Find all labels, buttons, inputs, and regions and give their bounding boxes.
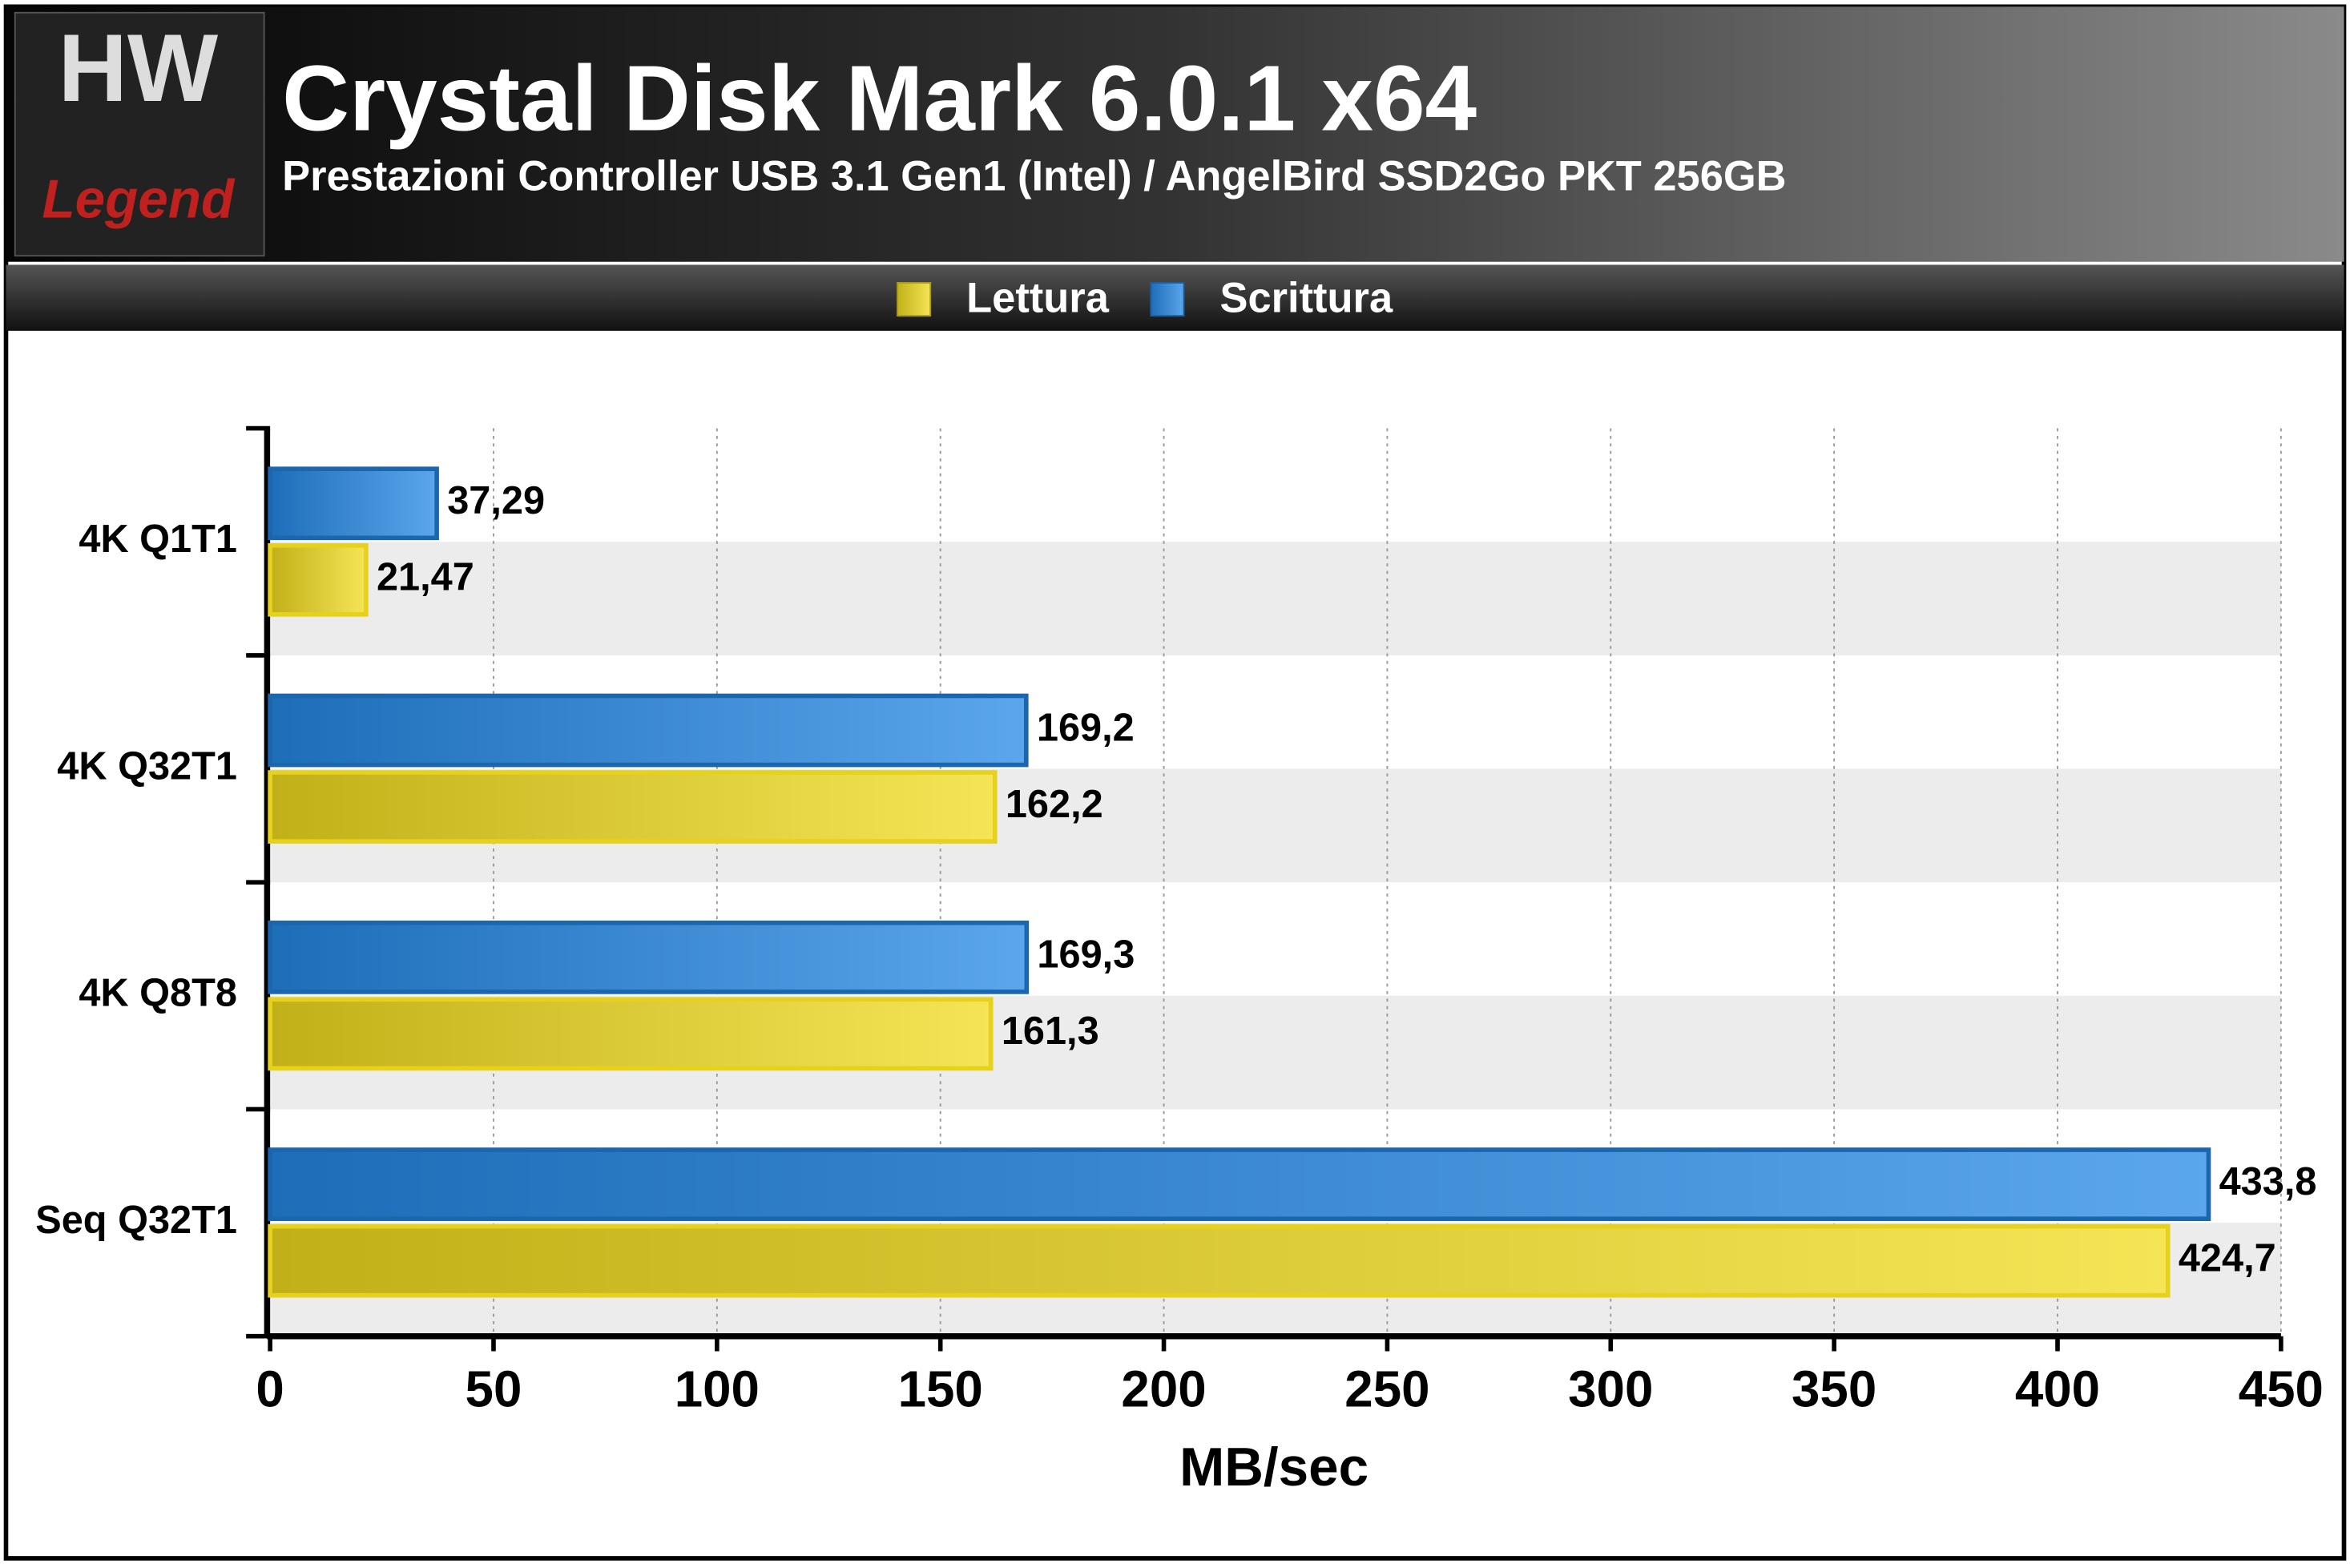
x-tick-label: 0 [256, 1361, 284, 1418]
chart-subtitle: Prestazioni Controller USB 3.1 Gen1 (Int… [282, 154, 1786, 200]
x-tick-label: 300 [1568, 1361, 1653, 1418]
x-tick-label: 150 [898, 1361, 983, 1418]
bar [268, 693, 1029, 768]
y-tick-label: 4K Q1T1 [79, 518, 237, 561]
y-tick-label: 4K Q32T1 [57, 744, 237, 788]
x-tick-label: 250 [1344, 1361, 1429, 1418]
x-tick-label: 50 [466, 1361, 522, 1418]
value-label: 21,47 [377, 556, 474, 599]
logo-bottom: Legend [42, 169, 235, 229]
x-tick-label: 200 [1121, 1361, 1206, 1418]
header [6, 6, 2344, 262]
x-tick-label: 350 [1792, 1361, 1876, 1418]
bar [268, 920, 1030, 994]
value-label: 37,29 [447, 479, 545, 522]
logo-top: HW [58, 14, 219, 122]
value-label: 161,3 [1002, 1010, 1099, 1053]
x-axis-label: MB/sec [1179, 1437, 1368, 1497]
band-shade [270, 542, 2281, 655]
bar [268, 542, 369, 617]
x-tick-label: 400 [2015, 1361, 2100, 1418]
y-tick-label: Seq Q32T1 [35, 1199, 237, 1242]
value-label: 169,3 [1037, 933, 1135, 977]
x-tick-label: 100 [675, 1361, 760, 1418]
bar [268, 997, 994, 1071]
value-label: 162,2 [1006, 783, 1103, 826]
chart-title: Crystal Disk Mark 6.0.1 x64 [282, 46, 1477, 151]
value-label: 169,2 [1037, 706, 1135, 749]
legend-swatch [897, 282, 932, 317]
bar [268, 466, 439, 541]
logo-box [14, 11, 265, 257]
bar [268, 1223, 2171, 1298]
bar [268, 770, 998, 844]
bar [268, 1147, 2211, 1221]
legend-label: Lettura [966, 275, 1110, 321]
x-tick-label: 450 [2239, 1361, 2324, 1418]
legend-swatch [1150, 282, 1185, 317]
y-tick-label: 4K Q8T8 [79, 972, 237, 1015]
value-label: 424,7 [2179, 1236, 2276, 1280]
legend-label: Scrittura [1219, 275, 1393, 321]
value-label: 433,8 [2219, 1160, 2317, 1203]
